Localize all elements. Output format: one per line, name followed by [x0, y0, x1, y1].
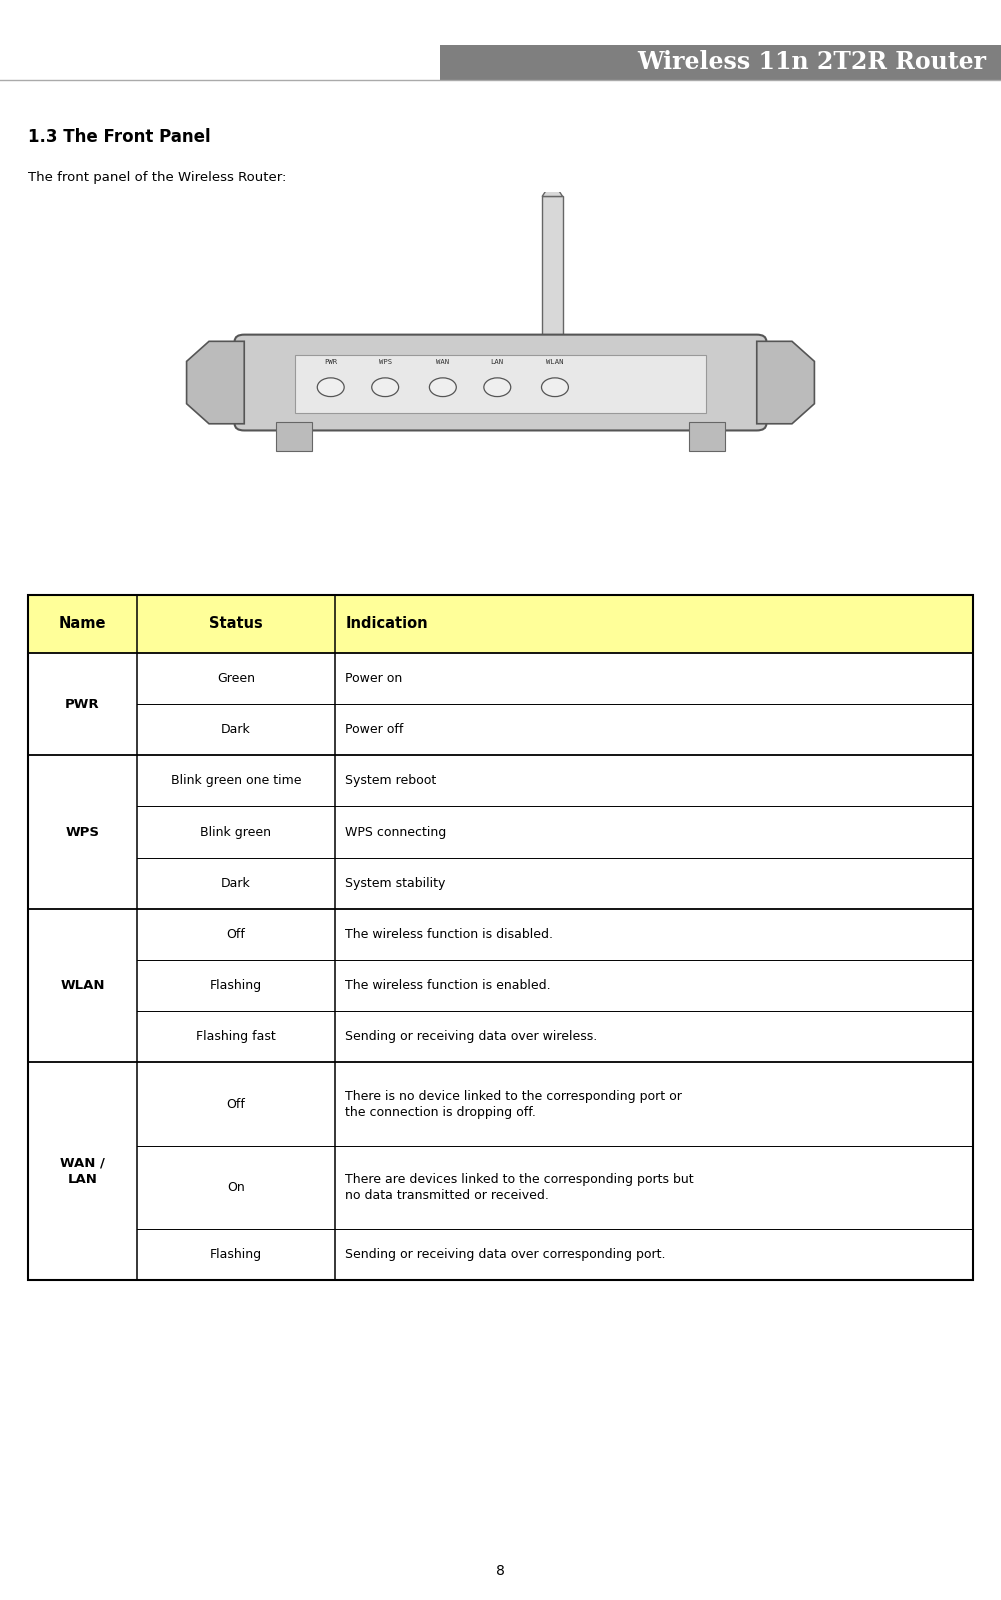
- Text: Dark: Dark: [221, 723, 251, 736]
- Bar: [440, 45, 1001, 80]
- Polygon shape: [186, 341, 244, 424]
- Text: On: On: [227, 1181, 245, 1194]
- Text: WLAN: WLAN: [547, 358, 564, 365]
- Bar: [295, 355, 706, 413]
- Text: Blink green: Blink green: [200, 826, 271, 838]
- FancyBboxPatch shape: [440, 45, 1001, 80]
- Text: WPS connecting: WPS connecting: [345, 826, 446, 838]
- Text: Green: Green: [217, 672, 255, 685]
- Circle shape: [371, 378, 398, 397]
- Text: Sending or receiving data over corresponding port.: Sending or receiving data over correspon…: [345, 1248, 666, 1261]
- Text: Dark: Dark: [221, 877, 251, 890]
- Bar: [690, 421, 725, 451]
- Text: PWR: PWR: [324, 358, 337, 365]
- Text: System stability: System stability: [345, 877, 445, 890]
- Circle shape: [542, 378, 569, 397]
- Text: Status: Status: [209, 616, 263, 632]
- Polygon shape: [757, 341, 815, 424]
- Bar: [546, 326, 560, 349]
- Text: Blink green one time: Blink green one time: [170, 774, 301, 787]
- Text: Wireless 11n 2T2R Router: Wireless 11n 2T2R Router: [637, 51, 986, 74]
- Text: WAN: WAN: [436, 358, 449, 365]
- Text: The front panel of the Wireless Router:: The front panel of the Wireless Router:: [28, 171, 286, 184]
- Text: Name: Name: [59, 616, 106, 632]
- Text: Indication: Indication: [345, 616, 427, 632]
- Text: PWR: PWR: [65, 698, 100, 710]
- Text: WLAN: WLAN: [60, 979, 105, 992]
- Text: There is no device linked to the corresponding port or
the connection is droppin: There is no device linked to the corresp…: [345, 1090, 682, 1118]
- Text: Flashing: Flashing: [210, 1248, 262, 1261]
- Text: The wireless function is disabled.: The wireless function is disabled.: [345, 928, 554, 941]
- Text: The wireless function is enabled.: The wireless function is enabled.: [345, 979, 551, 992]
- Text: Off: Off: [226, 928, 245, 941]
- Bar: [28, 595, 973, 1280]
- Text: WAN /
LAN: WAN / LAN: [60, 1157, 105, 1186]
- Text: WPS: WPS: [65, 826, 99, 838]
- Text: Off: Off: [226, 1098, 245, 1110]
- Bar: [28, 595, 973, 653]
- Text: Power on: Power on: [345, 672, 402, 685]
- Text: LAN: LAN: [490, 358, 504, 365]
- FancyBboxPatch shape: [234, 334, 767, 430]
- Text: Sending or receiving data over wireless.: Sending or receiving data over wireless.: [345, 1030, 598, 1043]
- Text: Flashing: Flashing: [210, 979, 262, 992]
- Text: There are devices linked to the corresponding ports but
no data transmitted or r: There are devices linked to the correspo…: [345, 1173, 694, 1202]
- Bar: [543, 197, 563, 334]
- Polygon shape: [543, 181, 563, 197]
- Circle shape: [429, 378, 456, 397]
- Bar: [276, 421, 311, 451]
- Text: WPS: WPS: [378, 358, 391, 365]
- Text: 8: 8: [496, 1565, 505, 1578]
- Circle shape: [317, 378, 344, 397]
- Circle shape: [483, 378, 511, 397]
- Text: Power off: Power off: [345, 723, 403, 736]
- Text: 1.3 The Front Panel: 1.3 The Front Panel: [28, 128, 210, 146]
- Text: Flashing fast: Flashing fast: [196, 1030, 276, 1043]
- Text: System reboot: System reboot: [345, 774, 436, 787]
